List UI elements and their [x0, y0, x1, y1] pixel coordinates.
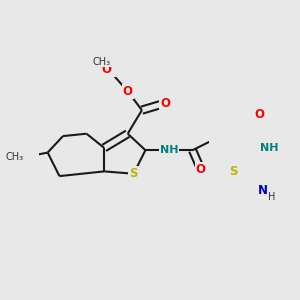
- Text: N: N: [258, 184, 268, 196]
- Text: O: O: [255, 108, 265, 122]
- Text: S: S: [230, 165, 238, 178]
- Text: CH₃: CH₃: [6, 152, 24, 162]
- Text: O: O: [160, 97, 170, 110]
- Text: S: S: [129, 167, 138, 180]
- Text: O: O: [102, 63, 112, 76]
- Text: O: O: [196, 163, 206, 176]
- Text: H: H: [268, 192, 275, 202]
- Text: NH: NH: [160, 145, 178, 155]
- Text: O: O: [123, 85, 133, 98]
- Text: CH₃: CH₃: [93, 57, 111, 67]
- Text: NH: NH: [260, 143, 278, 153]
